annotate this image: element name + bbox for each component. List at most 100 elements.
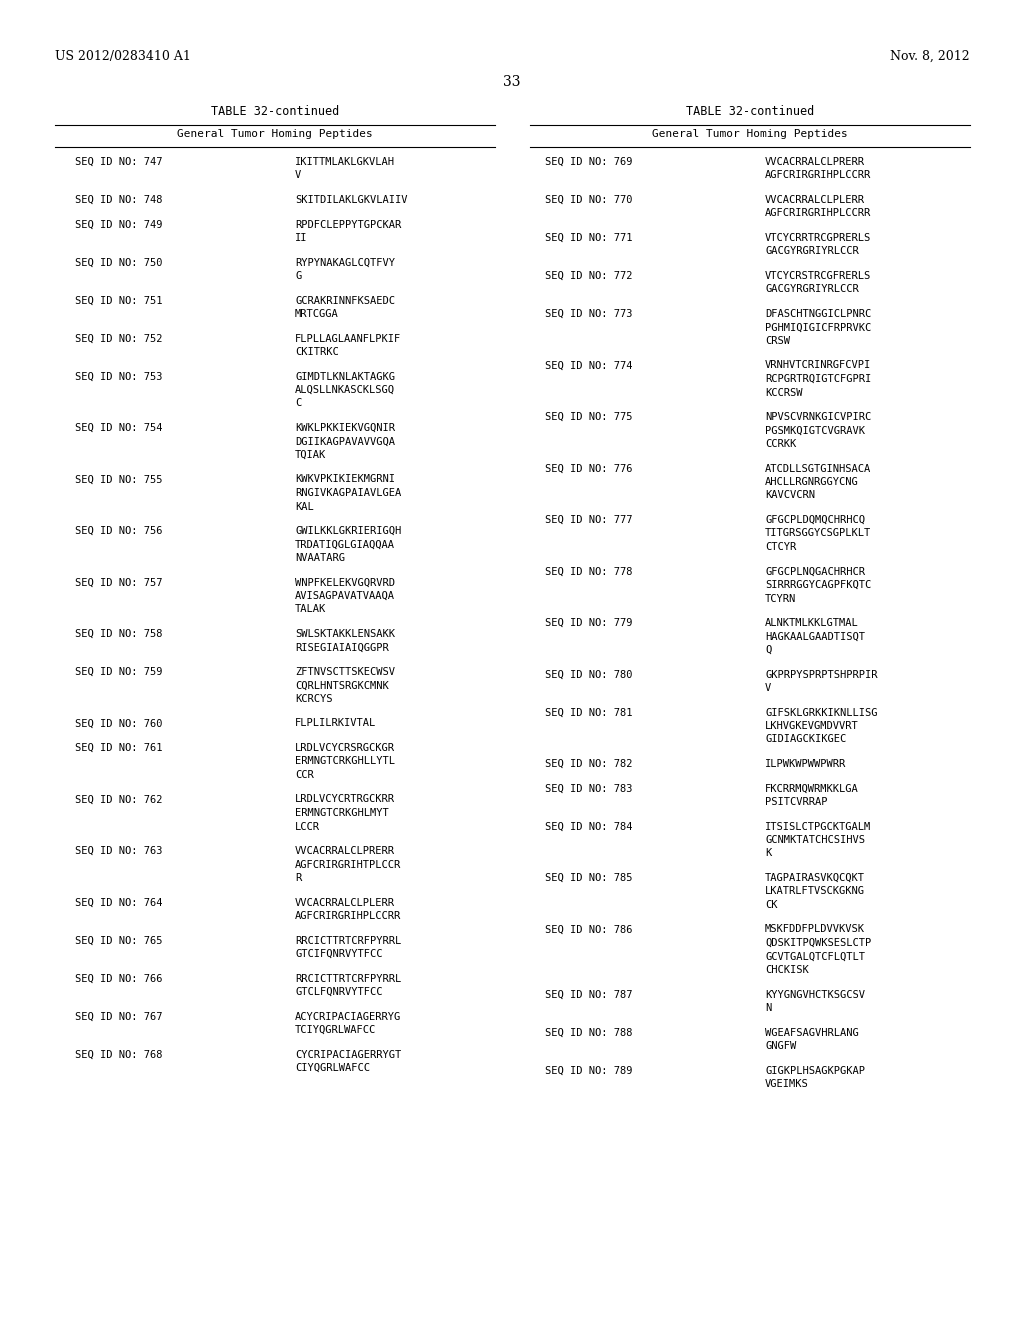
Text: SEQ ID NO: 777: SEQ ID NO: 777 bbox=[545, 515, 633, 525]
Text: SEQ ID NO: 776: SEQ ID NO: 776 bbox=[545, 463, 633, 474]
Text: SEQ ID NO: 762: SEQ ID NO: 762 bbox=[75, 795, 163, 804]
Text: ALNKTMLKKLGTMAL: ALNKTMLKKLGTMAL bbox=[765, 618, 859, 628]
Text: SEQ ID NO: 754: SEQ ID NO: 754 bbox=[75, 422, 163, 433]
Text: TAGPAIRASVKQCQKT: TAGPAIRASVKQCQKT bbox=[765, 873, 865, 883]
Text: AGFCRIRGRIHPLCCRR: AGFCRIRGRIHPLCCRR bbox=[765, 170, 871, 181]
Text: MSKFDDFPLDVVKVSK: MSKFDDFPLDVVKVSK bbox=[765, 924, 865, 935]
Text: V: V bbox=[295, 170, 301, 181]
Text: WGEAFSAGVHRLANG: WGEAFSAGVHRLANG bbox=[765, 1027, 859, 1038]
Text: LRDLVCYCRTRGCKRR: LRDLVCYCRTRGCKRR bbox=[295, 795, 395, 804]
Text: CQRLHNTSRGKCMNK: CQRLHNTSRGKCMNK bbox=[295, 681, 389, 690]
Text: SKITDILAKLGKVLAIIV: SKITDILAKLGKVLAIIV bbox=[295, 195, 408, 205]
Text: SEQ ID NO: 759: SEQ ID NO: 759 bbox=[75, 667, 163, 677]
Text: TABLE 32-continued: TABLE 32-continued bbox=[686, 106, 814, 117]
Text: TRDATIQGLGIAQQAA: TRDATIQGLGIAQQAA bbox=[295, 540, 395, 549]
Text: General Tumor Homing Peptides: General Tumor Homing Peptides bbox=[177, 129, 373, 139]
Text: ALQSLLNKASCKLSGQ: ALQSLLNKASCKLSGQ bbox=[295, 385, 395, 395]
Text: SEQ ID NO: 774: SEQ ID NO: 774 bbox=[545, 360, 633, 371]
Text: CK: CK bbox=[765, 900, 777, 909]
Text: SEQ ID NO: 789: SEQ ID NO: 789 bbox=[545, 1065, 633, 1076]
Text: G: G bbox=[295, 271, 301, 281]
Text: FLPLILRKIVTAL: FLPLILRKIVTAL bbox=[295, 718, 376, 729]
Text: WNPFKELEKVGQRVRD: WNPFKELEKVGQRVRD bbox=[295, 578, 395, 587]
Text: SEQ ID NO: 760: SEQ ID NO: 760 bbox=[75, 718, 163, 729]
Text: CCR: CCR bbox=[295, 770, 313, 780]
Text: VRNHVTCRINRGFCVPI: VRNHVTCRINRGFCVPI bbox=[765, 360, 871, 371]
Text: RISEGIAIAIQGGPR: RISEGIAIAIQGGPR bbox=[295, 643, 389, 652]
Text: VVCACRRALCLPLERR: VVCACRRALCLPLERR bbox=[765, 195, 865, 205]
Text: VTCYCRSTRCGFRERLS: VTCYCRSTRCGFRERLS bbox=[765, 271, 871, 281]
Text: ERMNGTCRKGHLLYTL: ERMNGTCRKGHLLYTL bbox=[295, 756, 395, 767]
Text: SEQ ID NO: 763: SEQ ID NO: 763 bbox=[75, 846, 163, 855]
Text: SEQ ID NO: 769: SEQ ID NO: 769 bbox=[545, 157, 633, 168]
Text: LRDLVCYCRSRGCKGR: LRDLVCYCRSRGCKGR bbox=[295, 743, 395, 752]
Text: AGFCRIRGRIHPLCCRR: AGFCRIRGRIHPLCCRR bbox=[295, 911, 401, 921]
Text: SEQ ID NO: 778: SEQ ID NO: 778 bbox=[545, 566, 633, 577]
Text: Q: Q bbox=[765, 645, 771, 655]
Text: GIMDTLKNLAKTAGKG: GIMDTLKNLAKTAGKG bbox=[295, 371, 395, 381]
Text: RRCICTTRTCRFPYRRL: RRCICTTRTCRFPYRRL bbox=[295, 974, 401, 983]
Text: SEQ ID NO: 773: SEQ ID NO: 773 bbox=[545, 309, 633, 319]
Text: VVCACRRALCLPLERR: VVCACRRALCLPLERR bbox=[295, 898, 395, 908]
Text: PGSMKQIGTCVGRAVK: PGSMKQIGTCVGRAVK bbox=[765, 425, 865, 436]
Text: ATCDLLSGTGINHSACA: ATCDLLSGTGINHSACA bbox=[765, 463, 871, 474]
Text: SEQ ID NO: 775: SEQ ID NO: 775 bbox=[545, 412, 633, 422]
Text: VTCYCRRTRCGPRERLS: VTCYCRRTRCGPRERLS bbox=[765, 234, 871, 243]
Text: SEQ ID NO: 755: SEQ ID NO: 755 bbox=[75, 474, 163, 484]
Text: SEQ ID NO: 768: SEQ ID NO: 768 bbox=[75, 1049, 163, 1060]
Text: CHCKISK: CHCKISK bbox=[765, 965, 809, 975]
Text: GTCIFQNRVYTFCC: GTCIFQNRVYTFCC bbox=[295, 949, 383, 960]
Text: K: K bbox=[765, 849, 771, 858]
Text: VGEIMKS: VGEIMKS bbox=[765, 1078, 809, 1089]
Text: GWILKKLGKRIERIGQH: GWILKKLGKRIERIGQH bbox=[295, 525, 401, 536]
Text: CRSW: CRSW bbox=[765, 337, 790, 346]
Text: DGIIKAGPAVAVVGQA: DGIIKAGPAVAVVGQA bbox=[295, 437, 395, 446]
Text: SEQ ID NO: 747: SEQ ID NO: 747 bbox=[75, 157, 163, 168]
Text: KAL: KAL bbox=[295, 502, 313, 511]
Text: GACGYRGRIYRLCCR: GACGYRGRIYRLCCR bbox=[765, 247, 859, 256]
Text: KCCRSW: KCCRSW bbox=[765, 388, 803, 397]
Text: KYYGNGVHCTKSGCSV: KYYGNGVHCTKSGCSV bbox=[765, 990, 865, 999]
Text: NPVSCVRNKGICVPIRC: NPVSCVRNKGICVPIRC bbox=[765, 412, 871, 422]
Text: SEQ ID NO: 757: SEQ ID NO: 757 bbox=[75, 578, 163, 587]
Text: SEQ ID NO: 751: SEQ ID NO: 751 bbox=[75, 296, 163, 305]
Text: RNGIVKAGPAIAVLGEA: RNGIVKAGPAIAVLGEA bbox=[295, 488, 401, 498]
Text: ACYCRIPACIAGERRYG: ACYCRIPACIAGERRYG bbox=[295, 1011, 401, 1022]
Text: AGFCRIRGRIHPLCCRR: AGFCRIRGRIHPLCCRR bbox=[765, 209, 871, 219]
Text: NVAATARG: NVAATARG bbox=[295, 553, 345, 564]
Text: GFGCPLNQGACHRHCR: GFGCPLNQGACHRHCR bbox=[765, 566, 865, 577]
Text: RPDFCLEPPYTGPCKAR: RPDFCLEPPYTGPCKAR bbox=[295, 219, 401, 230]
Text: VVCACRRALCLPRERR: VVCACRRALCLPRERR bbox=[295, 846, 395, 855]
Text: CTCYR: CTCYR bbox=[765, 543, 797, 552]
Text: TCIYQGRLWAFCC: TCIYQGRLWAFCC bbox=[295, 1026, 376, 1035]
Text: LKHVGKEVGMDVVRT: LKHVGKEVGMDVVRT bbox=[765, 721, 859, 731]
Text: SEQ ID NO: 770: SEQ ID NO: 770 bbox=[545, 195, 633, 205]
Text: US 2012/0283410 A1: US 2012/0283410 A1 bbox=[55, 50, 190, 63]
Text: DFASCHTNGGICLPNRC: DFASCHTNGGICLPNRC bbox=[765, 309, 871, 319]
Text: GNGFW: GNGFW bbox=[765, 1041, 797, 1051]
Text: TALAK: TALAK bbox=[295, 605, 327, 615]
Text: GIFSKLGRKKIKNLLISG: GIFSKLGRKKIKNLLISG bbox=[765, 708, 878, 718]
Text: SEQ ID NO: 766: SEQ ID NO: 766 bbox=[75, 974, 163, 983]
Text: SEQ ID NO: 758: SEQ ID NO: 758 bbox=[75, 630, 163, 639]
Text: SEQ ID NO: 781: SEQ ID NO: 781 bbox=[545, 708, 633, 718]
Text: GIDIAGCKIKGEC: GIDIAGCKIKGEC bbox=[765, 734, 846, 744]
Text: VVCACRRALCLPRERR: VVCACRRALCLPRERR bbox=[765, 157, 865, 168]
Text: SEQ ID NO: 761: SEQ ID NO: 761 bbox=[75, 743, 163, 752]
Text: ILPWKWPWWPWRR: ILPWKWPWWPWRR bbox=[765, 759, 846, 770]
Text: SEQ ID NO: 748: SEQ ID NO: 748 bbox=[75, 195, 163, 205]
Text: SEQ ID NO: 767: SEQ ID NO: 767 bbox=[75, 1011, 163, 1022]
Text: GKPRPYSPRPTSHPRPIR: GKPRPYSPRPTSHPRPIR bbox=[765, 669, 878, 680]
Text: QDSKITPQWKSESLCTP: QDSKITPQWKSESLCTP bbox=[765, 939, 871, 948]
Text: GCNMKTATCHCSIHVS: GCNMKTATCHCSIHVS bbox=[765, 836, 865, 845]
Text: KWKLPKKIEKVGQNIR: KWKLPKKIEKVGQNIR bbox=[295, 422, 395, 433]
Text: GCVTGALQTCFLQTLT: GCVTGALQTCFLQTLT bbox=[765, 952, 865, 961]
Text: CCRKK: CCRKK bbox=[765, 440, 797, 449]
Text: SEQ ID NO: 771: SEQ ID NO: 771 bbox=[545, 234, 633, 243]
Text: GFGCPLDQMQCHRHCQ: GFGCPLDQMQCHRHCQ bbox=[765, 515, 865, 525]
Text: HAGKAALGAADTISQT: HAGKAALGAADTISQT bbox=[765, 631, 865, 642]
Text: KCRCYS: KCRCYS bbox=[295, 694, 333, 704]
Text: V: V bbox=[765, 682, 771, 693]
Text: LKATRLFTVSCKGKNG: LKATRLFTVSCKGKNG bbox=[765, 887, 865, 896]
Text: SEQ ID NO: 786: SEQ ID NO: 786 bbox=[545, 924, 633, 935]
